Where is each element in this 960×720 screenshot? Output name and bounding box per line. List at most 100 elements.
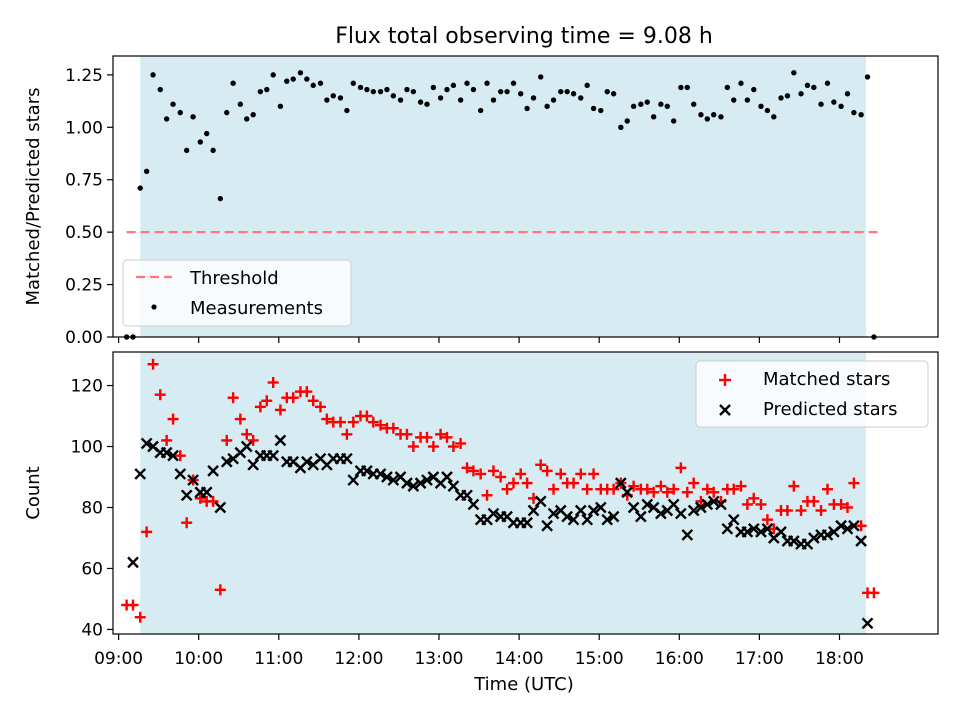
measurement-point	[230, 80, 236, 86]
matched-star-point	[495, 471, 507, 483]
matched-star-point	[655, 480, 667, 492]
matched-star-point	[367, 416, 379, 428]
matched-star-point	[147, 358, 159, 370]
measurement-point	[644, 99, 650, 105]
measurement-point	[598, 107, 604, 114]
predicted-star-point	[341, 452, 353, 465]
predicted-star-point	[835, 519, 847, 532]
matched-star-point	[815, 505, 827, 517]
measurement-point	[384, 86, 390, 93]
predicted-star-point	[687, 504, 700, 517]
measurement-point	[538, 74, 544, 80]
matched-star-point	[161, 434, 173, 446]
measurement-point	[157, 86, 163, 93]
predicted-star-point	[240, 440, 253, 453]
predicted-star-point	[581, 513, 594, 526]
predicted-star-point	[574, 504, 587, 517]
matched-star-point	[735, 480, 747, 492]
bottom-legend: Matched stars Predicted stars	[695, 360, 929, 428]
matched-star-point	[134, 611, 146, 623]
matched-star-point	[808, 495, 820, 507]
predicted-star-point	[587, 504, 600, 517]
y-tick-label: 40	[81, 620, 103, 640]
predicted-star-point	[521, 516, 533, 529]
measurement-point	[524, 105, 530, 112]
predicted-stars-series	[127, 434, 874, 630]
measurement-point	[771, 114, 777, 120]
measurement-point	[784, 93, 791, 99]
matched-star-point	[287, 392, 299, 404]
x-tick-label: 18:00	[815, 649, 864, 669]
measurement-point	[364, 86, 370, 93]
y-tick-label: 0.00	[65, 328, 103, 348]
predicted-star-point	[267, 449, 280, 462]
x-tick-label: 15:00	[575, 649, 624, 669]
matched-star-point	[588, 468, 600, 480]
matched-star-point	[274, 404, 286, 416]
matched-star-point	[407, 441, 419, 453]
predicted-star-point	[675, 507, 687, 520]
matched-star-point	[214, 584, 226, 596]
measurement-point	[210, 147, 216, 154]
predicted-star-point	[134, 468, 147, 480]
predicted-star-point	[407, 480, 420, 492]
measurement-point	[397, 97, 404, 103]
x-tick-label: 13:00	[414, 649, 463, 669]
measurement-point	[610, 91, 617, 97]
measurement-point	[170, 101, 176, 107]
measurement-point	[250, 112, 256, 118]
legend-measurements-swatch	[151, 304, 157, 310]
predicted-star-point	[808, 532, 820, 544]
x-tick-label: 09:00	[94, 649, 143, 669]
predicted-star-point	[127, 556, 139, 569]
matched-star-point	[181, 517, 193, 529]
matched-star-point	[314, 401, 326, 413]
predicted-star-point	[755, 526, 767, 538]
predicted-star-point	[180, 489, 193, 502]
predicted-star-point	[567, 513, 580, 526]
measurement-point	[678, 84, 684, 91]
matched-star-point	[548, 483, 560, 495]
predicted-star-point	[247, 458, 260, 471]
chart-title: Flux total observing time = 9.08 h	[335, 24, 713, 49]
measurement-point	[424, 101, 430, 107]
measurement-point	[370, 88, 377, 95]
x-tick-label: 17:00	[735, 649, 784, 669]
x-tick-label: 10:00	[174, 649, 223, 669]
predicted-star-point	[374, 468, 387, 480]
predicted-star-point	[715, 498, 727, 511]
measurement-point	[377, 88, 384, 95]
matched-star-point	[167, 413, 179, 425]
bottom-axes-frame	[112, 351, 939, 635]
measurement-point	[698, 112, 704, 118]
measurement-point	[530, 95, 537, 101]
measurement-point	[177, 109, 183, 116]
measurement-point	[544, 103, 550, 110]
matched-star-point	[681, 486, 693, 498]
measurement-point	[197, 139, 204, 145]
measurement-point	[630, 103, 637, 110]
matched-star-point	[207, 495, 219, 507]
measurement-point	[477, 107, 484, 114]
measurement-point	[137, 185, 143, 191]
predicted-star-point	[214, 501, 227, 514]
measurement-point	[704, 116, 711, 122]
measurement-point	[650, 114, 657, 120]
matched-star-point	[755, 498, 767, 510]
matched-star-point	[507, 477, 519, 489]
measurement-point	[290, 76, 296, 82]
matched-star-point	[461, 462, 473, 474]
matched-star-point	[141, 526, 153, 538]
predicted-star-point	[187, 474, 199, 486]
matched-star-point	[568, 477, 580, 489]
y-tick-label: 0.50	[65, 223, 103, 243]
matched-star-point	[481, 489, 493, 501]
predicted-star-point	[347, 474, 360, 486]
measurement-point	[858, 112, 864, 118]
matched-star-point	[848, 477, 860, 489]
predicted-star-point	[447, 480, 460, 492]
matched-star-point	[701, 483, 713, 495]
measurement-point	[578, 95, 584, 101]
predicted-star-point	[594, 501, 607, 514]
predicted-star-point	[547, 507, 560, 520]
